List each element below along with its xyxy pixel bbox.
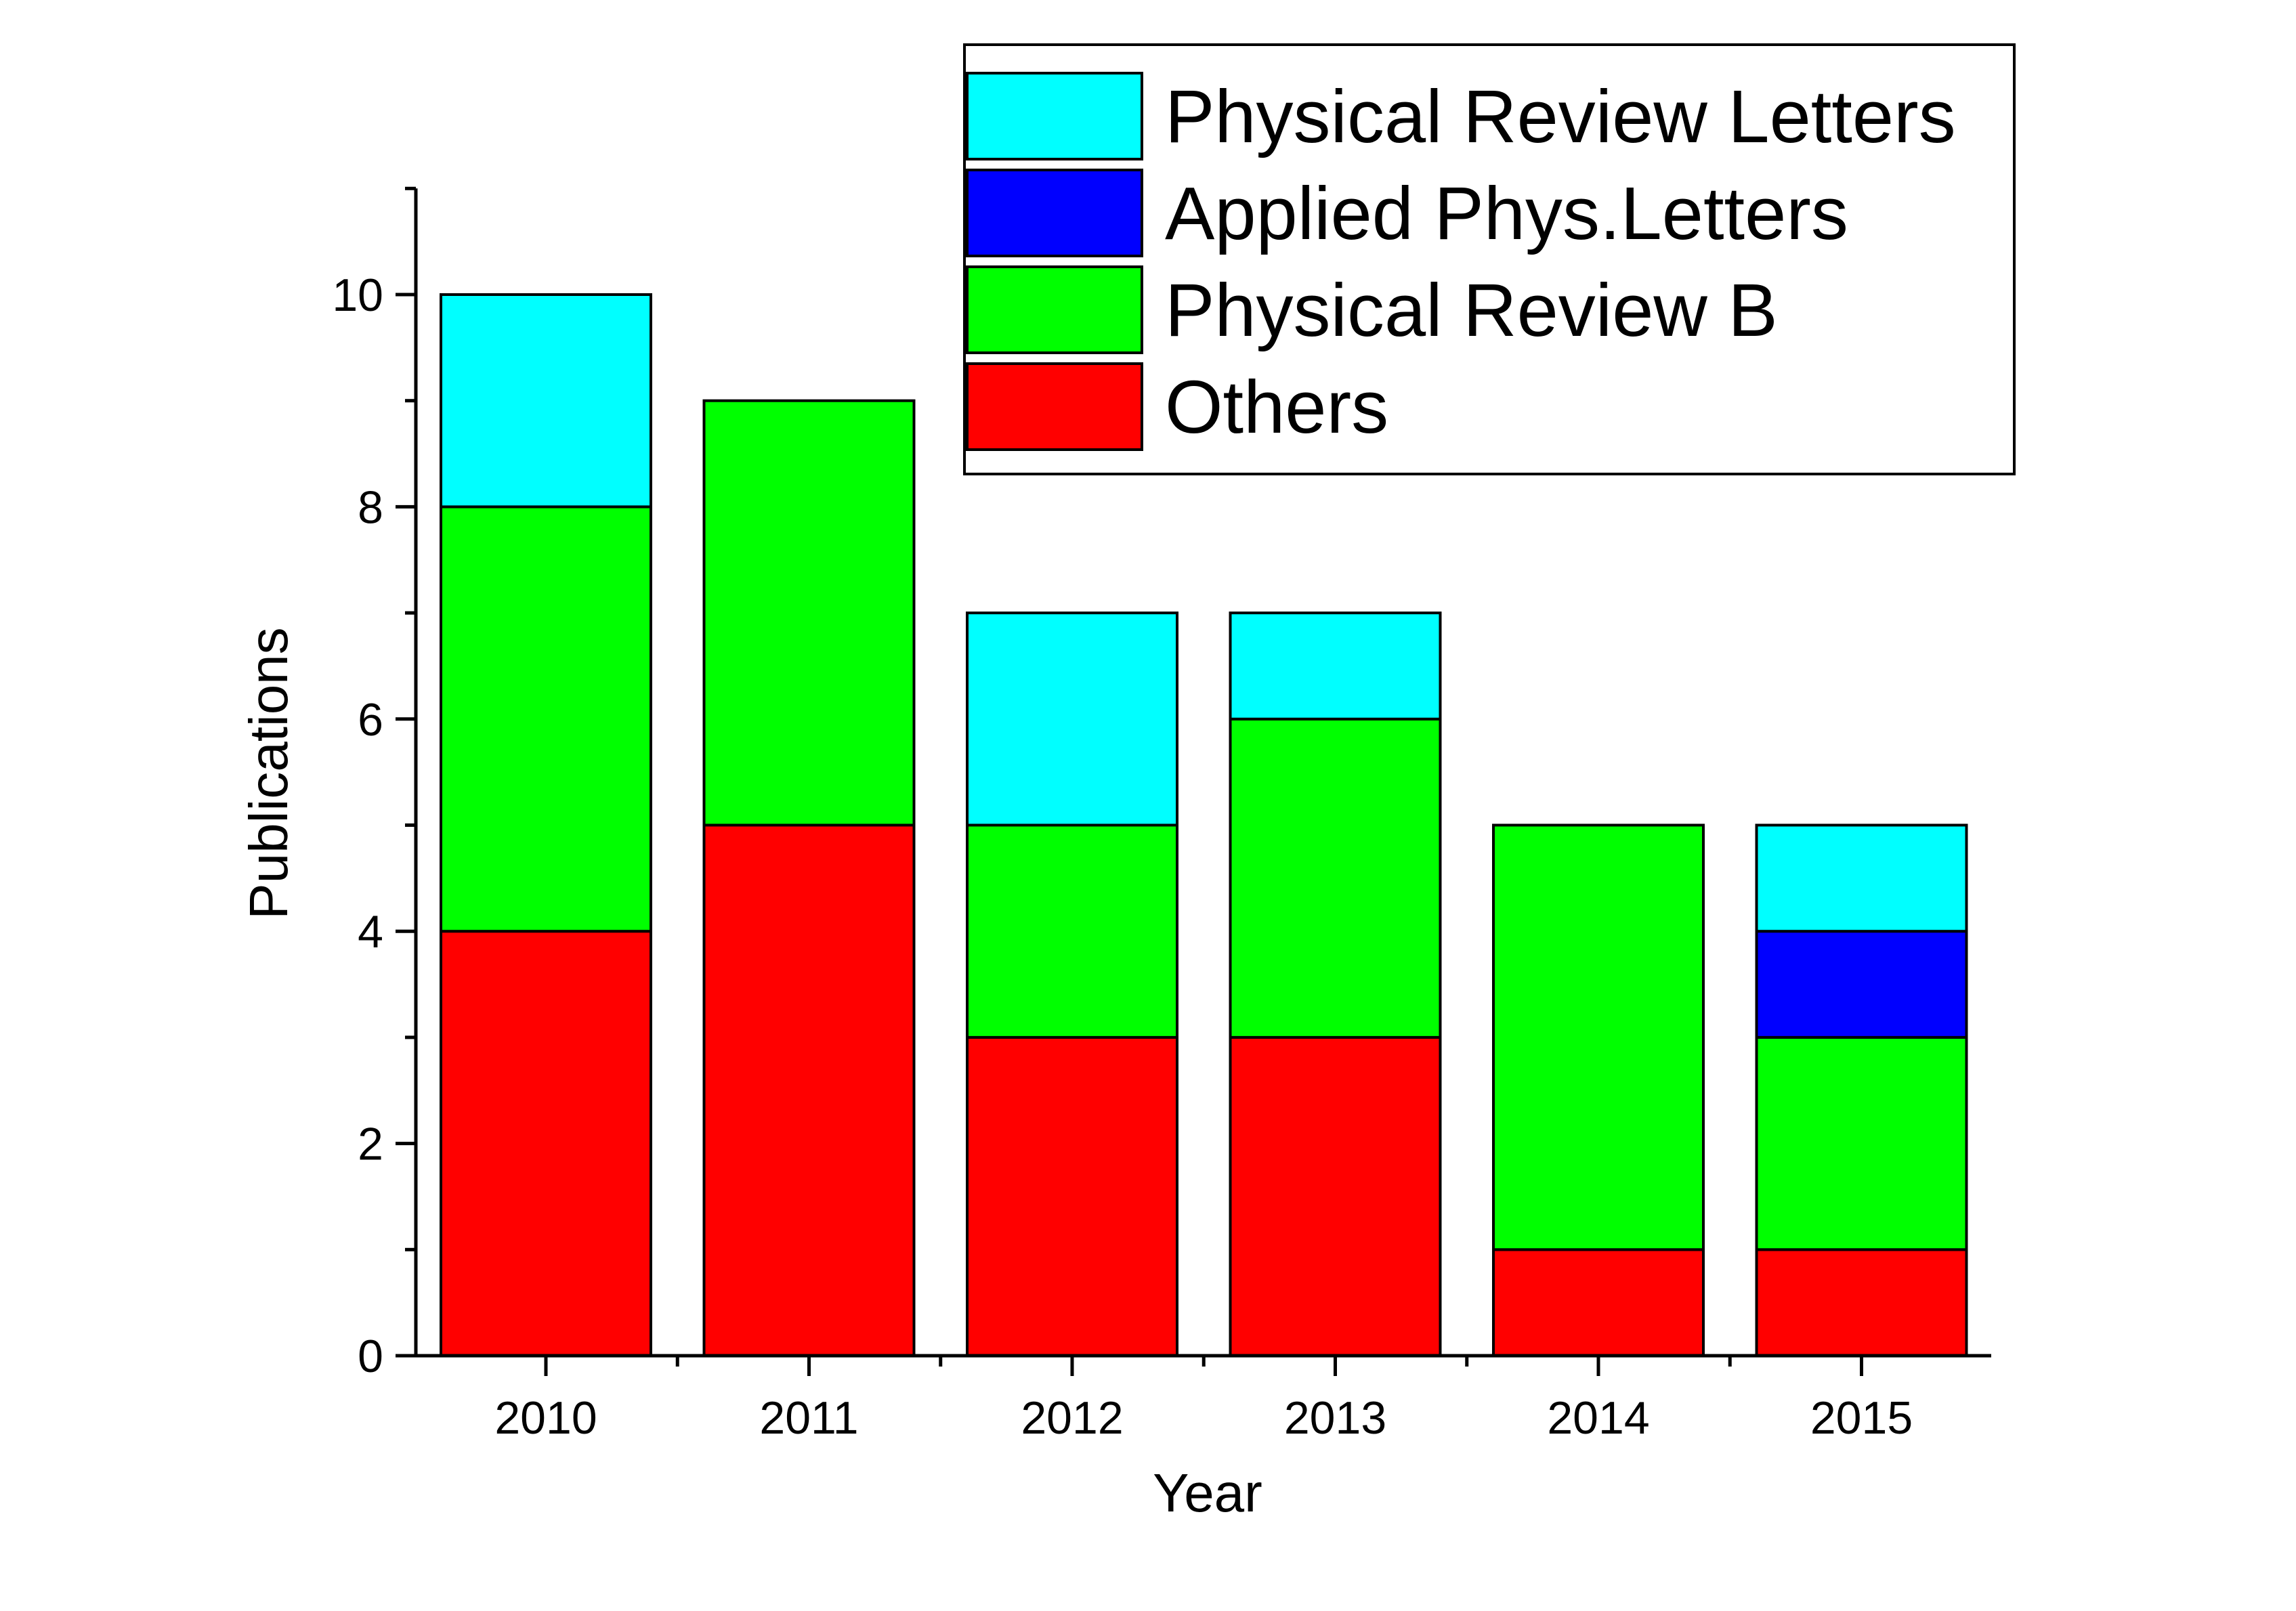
y-tick-label-8: 8 <box>358 481 383 533</box>
x-tick-label-2010: 2010 <box>494 1392 597 1444</box>
bar-segment-2012-others <box>966 1035 1178 1358</box>
legend-label-physical-review-letters: Physical Review Letters <box>1165 75 1956 158</box>
y-tick-label-10: 10 <box>332 270 383 321</box>
legend-swatch-physical-review-b <box>966 265 1143 354</box>
bar-segment-2015-others <box>1755 1248 1968 1358</box>
x-tick-label-2014: 2014 <box>1547 1392 1649 1444</box>
y-tick-label-4: 4 <box>358 906 383 958</box>
bar-segment-2012-physical-review-b <box>966 823 1178 1039</box>
bars-layer <box>440 293 1968 1358</box>
bar-segment-2014-physical-review-b <box>1492 823 1705 1251</box>
bar-segment-2014-others <box>1492 1248 1705 1358</box>
y-axis-title: Publications <box>238 627 299 919</box>
legend-label-others: Others <box>1165 366 1388 449</box>
legend-swatch-applied-phys-letters <box>966 169 1143 257</box>
bar-segment-2010-others <box>440 930 652 1357</box>
axes-layer: 0 2 4 6 8 10 2010 2011 2012 2013 2014 2015 <box>332 186 1991 1444</box>
bar-segment-2015-physical-review-b <box>1755 1035 1968 1251</box>
legend: Physical Review Letters Applied Phys.Lett… <box>963 43 2016 475</box>
x-tick-label-2012: 2012 <box>1021 1392 1123 1444</box>
y-tick-label-2: 2 <box>358 1119 383 1170</box>
bar-segment-2012-physical-review-letters <box>966 611 1178 827</box>
y-tick-label-0: 0 <box>358 1331 383 1382</box>
bar-segment-2010-physical-review-b <box>440 505 652 933</box>
bar-segment-2015-applied-phys-letters <box>1755 930 1968 1039</box>
bar-segment-2013-physical-review-letters <box>1229 611 1442 721</box>
bar-segment-2011-physical-review-b <box>702 399 916 827</box>
x-tick-label-2013: 2013 <box>1284 1392 1386 1444</box>
bar-segment-2013-physical-review-b <box>1229 717 1442 1039</box>
bar-segment-2011-others <box>702 823 916 1357</box>
legend-label-physical-review-b: Physical Review B <box>1165 269 1778 352</box>
bar-segment-2013-others <box>1229 1035 1442 1358</box>
x-tick-label-2011: 2011 <box>759 1392 858 1444</box>
legend-label-applied-phys-letters: Applied Phys.Letters <box>1165 172 1848 255</box>
y-tick-label-6: 6 <box>358 694 383 746</box>
x-tick-label-2015: 2015 <box>1810 1392 1913 1444</box>
legend-swatch-physical-review-letters <box>966 72 1143 160</box>
legend-swatch-others <box>966 362 1143 451</box>
x-axis-title: Year <box>1153 1463 1262 1523</box>
bar-segment-2015-physical-review-letters <box>1755 823 1968 933</box>
bar-segment-2010-physical-review-letters <box>440 293 652 509</box>
